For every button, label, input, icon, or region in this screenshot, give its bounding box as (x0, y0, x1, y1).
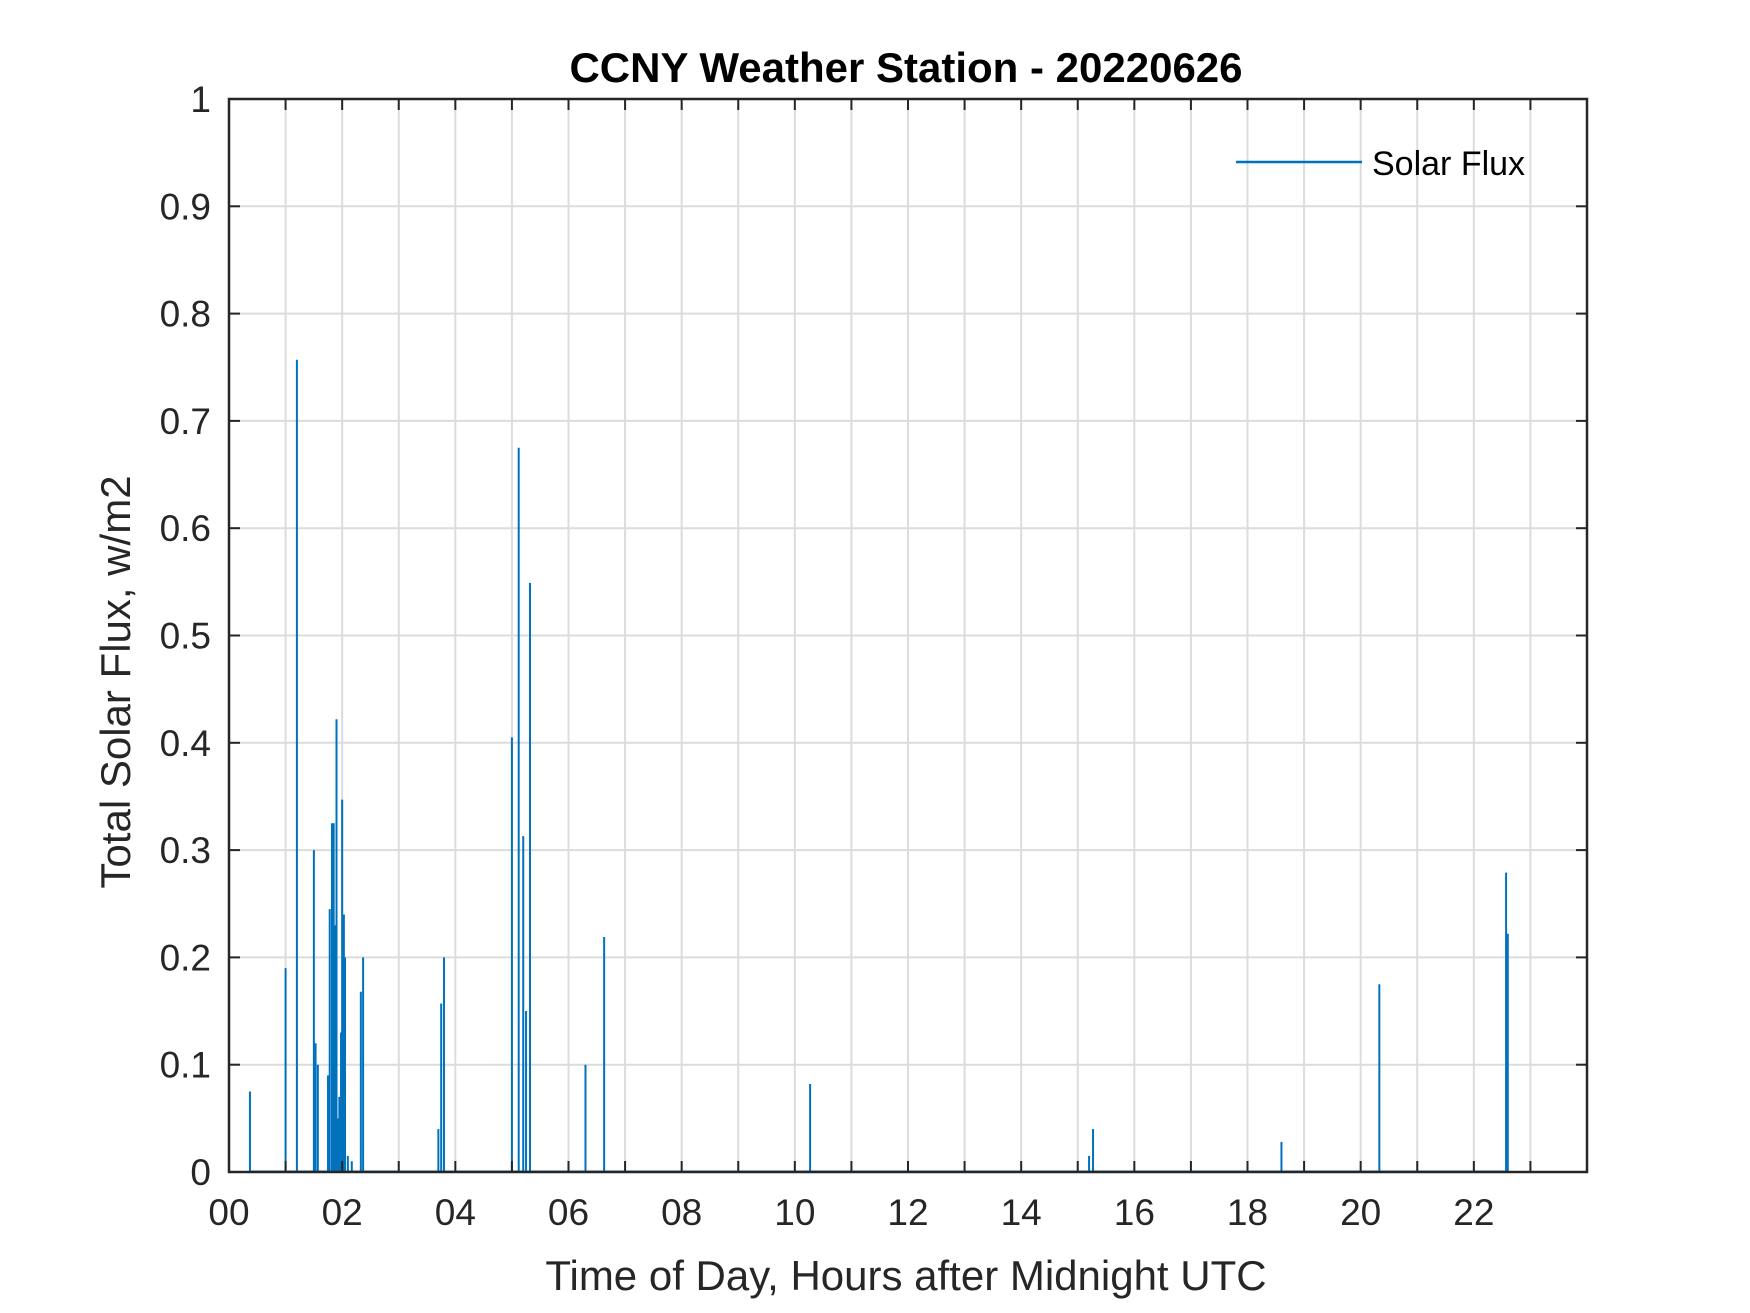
legend-label-solar-flux: Solar Flux (1372, 145, 1525, 183)
x-tick-label: 02 (322, 1192, 363, 1233)
x-tick-label: 06 (548, 1192, 589, 1233)
x-tick-label: 22 (1453, 1192, 1494, 1233)
x-tick-label: 10 (774, 1192, 815, 1233)
y-tick-labels: 0 0.1 0.2 0.3 0.4 0.5 0.6 0.7 0.8 0.9 1 (160, 79, 211, 1193)
y-tick-label: 0.2 (160, 937, 211, 978)
x-tick-label: 00 (208, 1192, 249, 1233)
x-tick-label: 08 (661, 1192, 702, 1233)
x-tick-label: 12 (887, 1192, 928, 1233)
legend: Solar Flux (1236, 145, 1525, 183)
y-tick-label: 0.7 (160, 401, 211, 442)
y-tick-label: 0.9 (160, 186, 211, 227)
y-tick-label: 0.5 (160, 616, 211, 657)
y-tick-label: 0.6 (160, 508, 211, 549)
x-tick-label: 18 (1227, 1192, 1268, 1233)
x-tick-label: 14 (1001, 1192, 1042, 1233)
x-tick-label: 20 (1340, 1192, 1381, 1233)
y-tick-label: 1 (190, 79, 211, 120)
x-tick-label: 16 (1114, 1192, 1155, 1233)
y-tick-label: 0.3 (160, 830, 211, 871)
chart-title: CCNY Weather Station - 20220626 (569, 44, 1242, 91)
y-tick-label: 0.1 (160, 1045, 211, 1086)
series-solar-flux (248, 359, 1509, 1172)
x-axis-label: Time of Day, Hours after Midnight UTC (545, 1252, 1266, 1299)
y-tick-label: 0.4 (160, 723, 211, 764)
x-tick-labels: 00 02 04 06 08 10 12 14 16 18 20 22 (208, 1192, 1494, 1233)
y-tick-label: 0 (190, 1152, 211, 1193)
x-tick-label: 04 (435, 1192, 476, 1233)
y-tick-label: 0.8 (160, 294, 211, 335)
axis-ticks (228, 98, 1587, 1173)
y-axis-label: Total Solar Flux, w/m2 (92, 475, 139, 888)
